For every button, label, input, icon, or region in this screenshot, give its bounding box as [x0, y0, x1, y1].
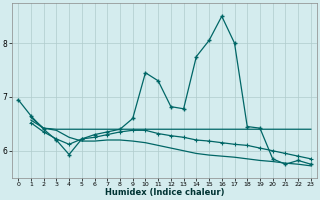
X-axis label: Humidex (Indice chaleur): Humidex (Indice chaleur) [105, 188, 224, 197]
